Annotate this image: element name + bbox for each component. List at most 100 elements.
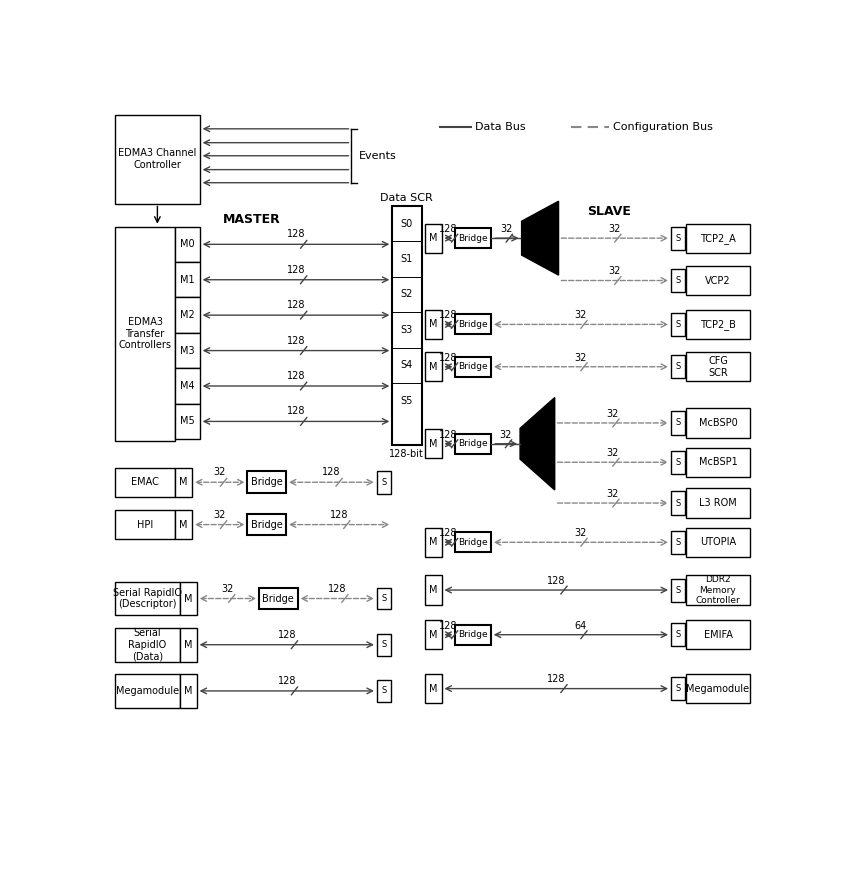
Bar <box>686 488 749 518</box>
Bar <box>115 510 175 539</box>
Text: 32: 32 <box>499 430 511 440</box>
Text: 32: 32 <box>608 266 620 277</box>
Text: S2: S2 <box>400 289 413 300</box>
Bar <box>670 451 684 474</box>
Bar <box>686 266 749 295</box>
Text: M: M <box>183 640 192 649</box>
Text: 32: 32 <box>574 310 586 320</box>
Text: UTOPIA: UTOPIA <box>699 537 735 547</box>
Bar <box>258 588 297 610</box>
Text: 128: 128 <box>287 265 305 275</box>
Text: S: S <box>675 276 680 285</box>
Bar <box>686 352 749 381</box>
Bar <box>686 310 749 339</box>
Text: 128-bit: 128-bit <box>389 448 424 459</box>
Text: Megamodule: Megamodule <box>686 684 749 693</box>
Text: Bridge: Bridge <box>458 233 487 242</box>
Text: McBSP1: McBSP1 <box>698 457 736 467</box>
Text: S0: S0 <box>400 218 413 228</box>
Bar <box>376 588 391 610</box>
Text: M: M <box>428 439 437 448</box>
Text: M0: M0 <box>180 240 194 249</box>
Bar <box>179 674 196 707</box>
Text: Bridge: Bridge <box>458 320 487 329</box>
Text: S: S <box>675 418 680 427</box>
Bar <box>455 625 490 645</box>
Bar <box>670 623 684 647</box>
Bar <box>376 470 391 493</box>
Bar <box>424 352 441 381</box>
Text: M: M <box>179 478 188 487</box>
Text: 128: 128 <box>287 229 305 240</box>
Text: 128: 128 <box>438 224 457 234</box>
Bar <box>455 433 490 454</box>
Text: M: M <box>183 594 192 603</box>
Text: S: S <box>381 640 386 649</box>
Text: 128: 128 <box>438 620 457 631</box>
Text: M: M <box>428 684 437 693</box>
Text: 128: 128 <box>287 406 305 417</box>
Bar <box>424 224 441 253</box>
Text: S: S <box>675 537 680 547</box>
Bar <box>179 581 196 616</box>
Text: 128: 128 <box>287 336 305 345</box>
Text: Bridge: Bridge <box>458 537 487 547</box>
Text: Data SCR: Data SCR <box>380 193 432 204</box>
Bar <box>670 579 684 602</box>
Bar <box>670 411 684 434</box>
Text: MASTER: MASTER <box>222 213 280 226</box>
Bar <box>175 333 200 368</box>
Text: M: M <box>428 362 437 372</box>
Bar <box>376 680 391 701</box>
Text: Bridge: Bridge <box>458 440 487 448</box>
Text: EDMA3 Channel
Controller: EDMA3 Channel Controller <box>118 148 196 170</box>
Text: S: S <box>675 233 680 242</box>
Text: M: M <box>428 233 437 243</box>
Bar <box>686 528 749 557</box>
Text: L3 ROM: L3 ROM <box>699 498 736 508</box>
Bar <box>175 510 192 539</box>
Text: S1: S1 <box>400 254 413 264</box>
Text: Bridge: Bridge <box>251 478 282 487</box>
Bar <box>424 429 441 458</box>
Bar <box>175 226 200 262</box>
Bar <box>424 575 441 604</box>
Text: 128: 128 <box>438 430 457 440</box>
Text: S: S <box>675 630 680 640</box>
Bar <box>115 674 179 707</box>
Bar <box>670 530 684 554</box>
Text: CFG
SCR: CFG SCR <box>707 356 727 378</box>
Polygon shape <box>519 397 554 490</box>
Text: Megamodule: Megamodule <box>116 686 179 696</box>
Text: 128: 128 <box>438 352 457 363</box>
Text: McBSP0: McBSP0 <box>698 418 736 428</box>
Text: M: M <box>428 320 437 329</box>
Text: Bridge: Bridge <box>251 520 282 529</box>
Text: VCP2: VCP2 <box>705 276 730 285</box>
Text: 128: 128 <box>438 310 457 320</box>
Text: 128: 128 <box>277 676 296 686</box>
Text: 128: 128 <box>547 675 565 685</box>
Text: TCP2_A: TCP2_A <box>699 233 735 244</box>
Polygon shape <box>521 201 558 275</box>
Bar <box>179 628 196 662</box>
Text: 128: 128 <box>329 510 348 520</box>
Bar <box>115 581 179 616</box>
Bar <box>175 403 200 439</box>
Text: HPI: HPI <box>136 520 153 529</box>
Bar <box>455 532 490 552</box>
Text: M3: M3 <box>180 345 194 356</box>
Text: M: M <box>428 585 437 595</box>
Text: S: S <box>675 320 680 329</box>
Text: Serial RapidIO
(Descriptor): Serial RapidIO (Descriptor) <box>113 588 182 610</box>
Bar <box>686 224 749 253</box>
Bar <box>424 310 441 339</box>
Text: 128: 128 <box>547 576 565 586</box>
Bar <box>247 471 286 493</box>
Bar <box>115 628 179 662</box>
Text: 128: 128 <box>287 371 305 381</box>
Bar <box>247 514 286 536</box>
Text: S: S <box>675 458 680 467</box>
Text: Bridge: Bridge <box>262 594 293 603</box>
Text: M: M <box>428 630 437 640</box>
